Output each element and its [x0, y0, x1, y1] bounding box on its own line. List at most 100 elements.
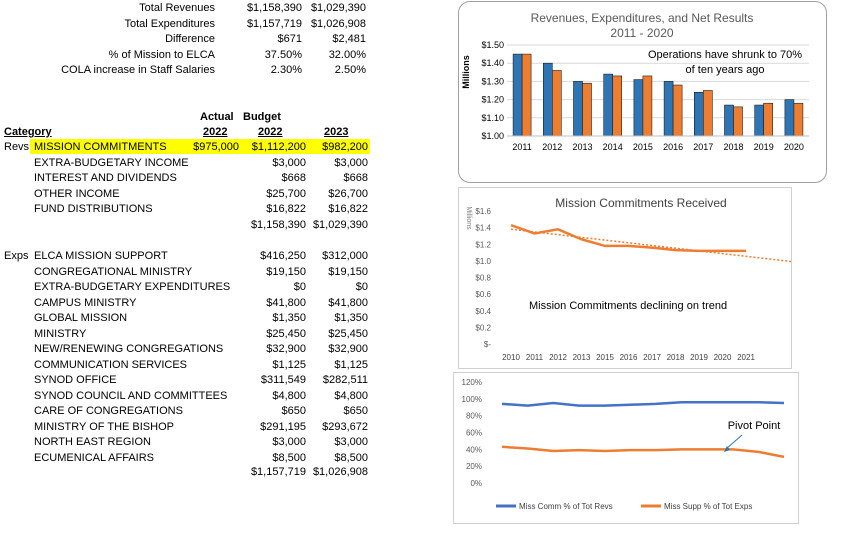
annotation-arrow	[725, 434, 743, 450]
spreadsheet-panel: Total Revenues $1,158,390 $1,029,390 Total …	[4, 2, 370, 478]
summary-value-2023: $1,029,390	[310, 2, 366, 14]
summary-value-2023: 32.00%	[328, 48, 366, 61]
revenue-row-budget-2023: $3,000	[334, 156, 368, 169]
expense-row-budget-2022: $0	[293, 281, 306, 293]
y-tick-label: $0.8	[475, 274, 491, 283]
header-year-budget-2023: 2023	[324, 126, 349, 138]
bar-0	[754, 104, 765, 137]
revenue-row-actual	[185, 187, 239, 201]
bar-1	[672, 84, 683, 137]
summary-value-2023: 2.50%	[334, 64, 366, 76]
expense-row-budget-2022: $650	[281, 405, 306, 417]
expense-total-2023: $1,026,908	[312, 466, 368, 478]
x-tick-label: 2015	[596, 353, 614, 362]
expense-row-name: ECUMENICAL AFFAIRS	[34, 451, 155, 464]
bar-0	[694, 92, 704, 137]
expense-row-budget-2023: $19,150	[328, 265, 368, 278]
header-budget: Budget	[243, 111, 281, 123]
revenue-row-budget-2023: $26,700	[328, 187, 368, 200]
series-line-1	[501, 445, 785, 459]
header-year-budget-2022: 2022	[258, 126, 283, 138]
header-category: Category	[4, 126, 52, 138]
x-tick-label: 2010	[502, 353, 520, 362]
expense-row-name: ELCA MISSION SUPPORT	[34, 250, 168, 262]
y-tick-label: $1.40	[481, 58, 504, 68]
bar-1	[703, 90, 713, 137]
expense-row-name: MINISTRY	[34, 327, 87, 340]
x-tick-label: 2019	[754, 142, 774, 152]
bar-1	[763, 102, 774, 137]
x-tick-label: 2014	[603, 142, 623, 152]
expense-row-name: CAMPUS MINISTRY	[34, 296, 137, 309]
exps-label: Exps	[4, 250, 29, 262]
summary-label: Total Revenues	[139, 2, 215, 14]
y-tick-label: $1.4	[475, 224, 491, 233]
bar-0	[573, 81, 583, 137]
y-tick-label: $1.20	[481, 95, 504, 105]
expense-row-budget-2023: $1,125	[334, 358, 368, 371]
expense-row-budget-2022: $416,250	[260, 250, 306, 262]
x-tick-label: 2017	[693, 142, 713, 152]
mission-commitments-highlight	[30, 139, 370, 154]
summary-value-2022: 2.30%	[270, 64, 302, 76]
revenue-total-2023: $1,029,390	[312, 219, 368, 231]
summary-label: Difference	[165, 33, 215, 45]
y-tick-label: $1.10	[481, 113, 504, 123]
summary-label: % of Mission to ELCA	[108, 48, 215, 61]
summary-label: Total Expenditures	[124, 17, 216, 30]
x-tick-label: 2012	[542, 142, 562, 152]
expense-total-2022: $1,157,719	[250, 466, 306, 478]
annotation-line-2: of ten years ago	[686, 64, 765, 76]
x-tick-label: 2020	[784, 142, 804, 152]
expense-row-budget-2022: $3,000	[272, 436, 306, 448]
series-line	[510, 223, 746, 253]
expense-row-budget-2023: $1,350	[334, 312, 368, 324]
revenue-row-budget-2023: $16,822	[328, 203, 368, 215]
expense-row-name: CONGREGATIONAL MINISTRY	[34, 265, 193, 278]
x-tick-label: 2013	[573, 353, 591, 362]
y-tick-label: $1.30	[481, 76, 504, 86]
expense-row-budget-2023: $32,900	[328, 343, 368, 355]
revs-label: Revs	[4, 141, 30, 153]
summary-value-2022: $671	[277, 33, 302, 45]
y-tick-label: $0.4	[475, 307, 491, 316]
expense-row-budget-2022: $32,900	[266, 343, 306, 355]
summary-value-2023: $1,026,908	[310, 17, 366, 30]
expense-row-name: GLOBAL MISSION	[34, 312, 128, 324]
y-tick-label: $-	[484, 340, 491, 349]
y-axis-label: Millions	[461, 55, 471, 89]
annotation-arrow-head	[724, 446, 730, 452]
x-tick-label: 2016	[663, 142, 683, 152]
summary-value-2023: $2,481	[332, 33, 366, 45]
expense-row-budget-2022: $19,150	[266, 265, 306, 278]
expense-row-name: COMMUNICATION SERVICES	[34, 358, 187, 371]
expense-row-name: EXTRA-BUDGETARY EXPENDITURES	[34, 281, 231, 293]
y-axis-label: Millions	[465, 206, 472, 230]
x-tick-label: 2020	[714, 353, 732, 362]
legend-label: Miss Comm % of Tot Revs	[519, 502, 613, 511]
annotation: Pivot Point	[728, 420, 781, 432]
x-tick-label: 2016	[620, 353, 638, 362]
y-tick-label: 40%	[466, 445, 482, 454]
bar-1	[793, 102, 804, 137]
expense-row-name: SYNOD COUNCIL AND COMMITTEES	[34, 389, 228, 402]
expense-row-name: NEW/RENEWING CONGREGATIONS	[34, 343, 224, 355]
expense-row-name: NORTH EAST REGION	[34, 436, 151, 448]
expense-row-budget-2022: $41,800	[266, 296, 306, 309]
expense-row-budget-2022: $311,549	[260, 374, 306, 386]
y-tick-label: $1.00	[481, 131, 504, 141]
legend-label: Miss Supp % of Tot Exps	[664, 502, 752, 511]
y-tick-label: $0.2	[475, 323, 491, 332]
mission-percent-svg: 0% 20% 40% 60% 80% 100% 120% Pivot Point Miss Co…	[462, 378, 785, 511]
bar-1	[582, 82, 592, 137]
bar-1	[521, 53, 532, 137]
revenue-row-actual	[185, 171, 239, 185]
revenue-row-budget-2023: $668	[343, 172, 368, 184]
chart-subtitle: 2011 - 2020	[610, 26, 673, 40]
x-tick-label: 2012	[549, 353, 567, 362]
revenue-total-2022: $1,158,390	[250, 219, 306, 231]
x-tick-label: 2011	[512, 142, 531, 152]
expense-row-budget-2023: $293,672	[322, 420, 368, 433]
expense-row-budget-2022: $1,350	[272, 312, 306, 324]
expense-row-budget-2023: $41,800	[328, 296, 368, 309]
